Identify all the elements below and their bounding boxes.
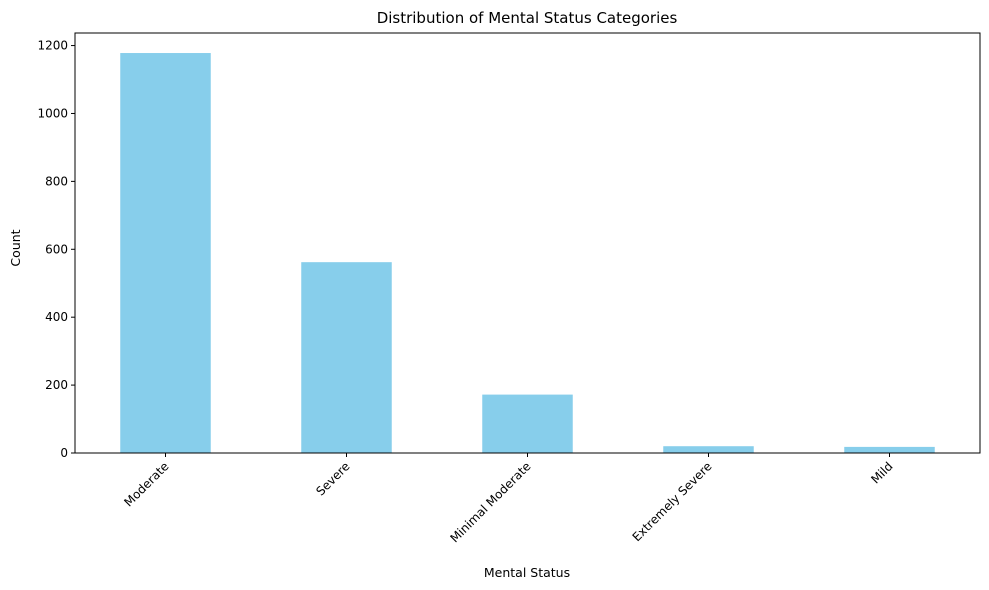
y-tick-label: 600	[45, 242, 68, 256]
x-axis-label: Mental Status	[484, 565, 570, 580]
bar-severe	[301, 262, 392, 453]
y-tick-label: 1000	[37, 106, 68, 120]
y-tick-label: 200	[45, 378, 68, 392]
chart-title: Distribution of Mental Status Categories	[377, 9, 678, 27]
y-tick-label: 800	[45, 174, 68, 188]
bar-minimal-moderate	[482, 394, 573, 453]
bar-mild	[844, 446, 935, 453]
y-tick-label: 1200	[37, 39, 68, 53]
bar-moderate	[120, 53, 211, 453]
y-tick-label: 400	[45, 310, 68, 324]
y-axis-label: Count	[8, 229, 23, 266]
plot-background	[75, 33, 980, 453]
y-tick-label: 0	[60, 446, 68, 460]
bar-extremely-severe	[663, 446, 754, 453]
axes-frame	[74, 32, 981, 454]
